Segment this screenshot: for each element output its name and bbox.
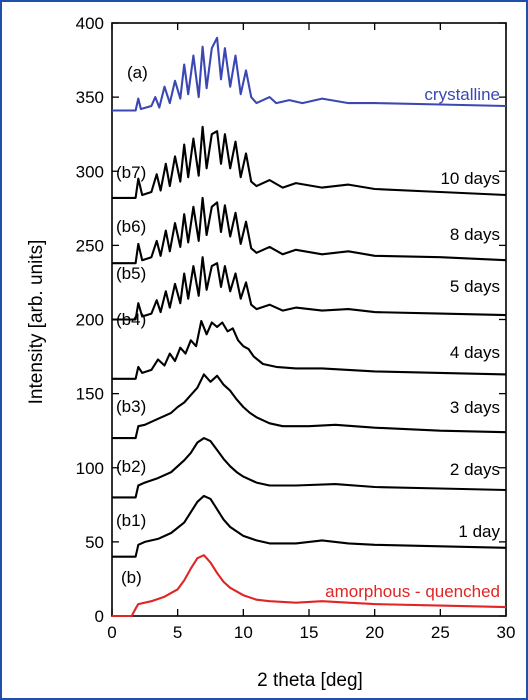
x-tick-label-15: 15	[300, 623, 319, 642]
y-tick-label-0: 0	[95, 607, 104, 626]
trace-tag-3: (b5)	[116, 264, 146, 283]
trace-4	[112, 319, 507, 380]
series-traces	[112, 36, 507, 618]
series-label-7: 1 day	[458, 522, 500, 541]
trace-7	[112, 494, 507, 558]
series-label-8: amorphous - quenched	[325, 582, 500, 601]
plot-axes	[111, 22, 507, 617]
y-axis-title: Intensity [arb. units]	[26, 240, 47, 405]
y-tick-label-100: 100	[76, 459, 104, 478]
y-tick-label-50: 50	[85, 533, 104, 552]
x-tick-label-20: 20	[365, 623, 384, 642]
trace-0	[112, 36, 507, 112]
plot-area-box	[111, 22, 507, 617]
series-label-2: 8 days	[450, 225, 500, 244]
series-label-3: 5 days	[450, 277, 500, 296]
x-tick-label-30: 30	[497, 623, 516, 642]
y-tick-label-250: 250	[76, 236, 104, 255]
trace-8	[112, 554, 507, 618]
trace-5	[112, 373, 507, 440]
x-axis-title: 2 theta [deg]	[257, 670, 363, 691]
series-label-4: 4 days	[450, 343, 500, 362]
trace-tag-6: (b2)	[116, 457, 146, 476]
trace-tag-7: (b1)	[116, 511, 146, 530]
x-tick-label-25: 25	[431, 623, 450, 642]
series-label-1: 10 days	[440, 169, 500, 188]
y-tick-label-400: 400	[76, 14, 104, 33]
y-tick-label-150: 150	[76, 385, 104, 404]
trace-2	[112, 196, 507, 265]
trace-tag-1: (b7)	[116, 163, 146, 182]
trace-1	[112, 125, 507, 199]
trace-3	[112, 256, 507, 321]
x-tick-label-10: 10	[234, 623, 253, 642]
trace-tag-5: (b3)	[116, 397, 146, 416]
x-tick-label-5: 5	[173, 623, 182, 642]
y-tick-label-200: 200	[76, 311, 104, 330]
x-tick-label-0: 0	[107, 623, 116, 642]
y-tick-label-300: 300	[76, 162, 104, 181]
trace-tag-2: (b6)	[116, 217, 146, 236]
trace-tag-8: (b)	[121, 568, 142, 587]
trace-tag-0: (a)	[127, 63, 148, 82]
trace-tag-4: (b4)	[116, 310, 146, 329]
series-labels: (a) crystalline (b7) 10 days (b6) 8 days (b5) 5…	[116, 63, 500, 601]
series-label-0: crystalline	[424, 85, 500, 104]
series-label-6: 2 days	[450, 460, 500, 479]
series-label-5: 3 days	[450, 398, 500, 417]
y-tick-label-350: 350	[76, 88, 104, 107]
trace-6	[112, 437, 507, 499]
